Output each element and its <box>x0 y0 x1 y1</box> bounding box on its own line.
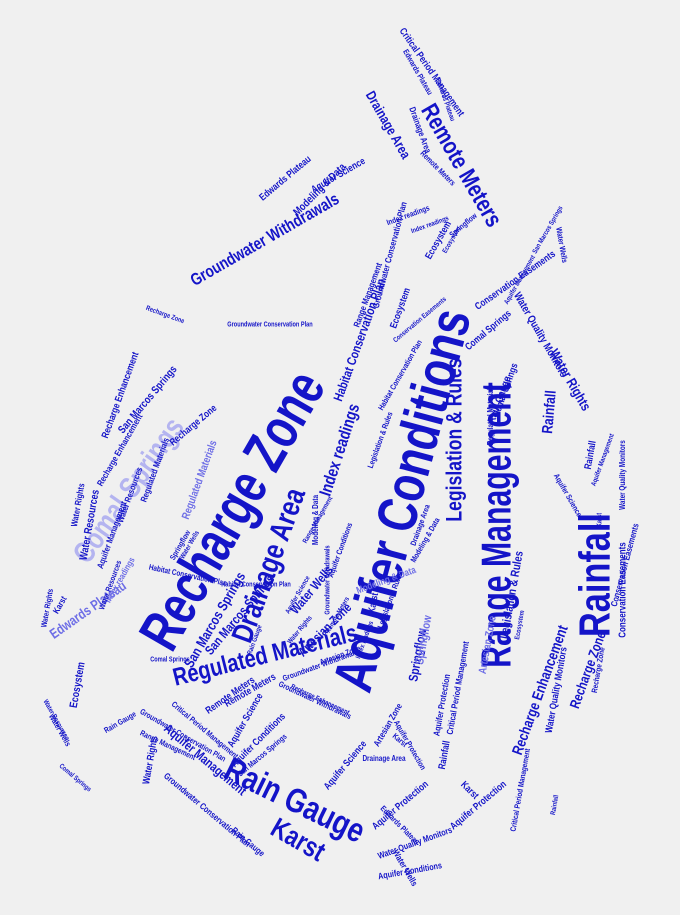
word-legislation-rules: Legislation & Rules <box>443 358 467 521</box>
word-rainfall: Rainfall <box>436 740 452 770</box>
word-conservation-easements: Conservation Easements <box>616 542 627 638</box>
word-groundwater-withdrawals: Groundwater Withdrawals <box>324 545 332 615</box>
word-drainage-area: Drainage Area <box>362 753 406 763</box>
word-habitat-conservation-plan: Habitat Conservation Plan <box>221 581 291 589</box>
word-regulated-materials: Regulated Materials <box>485 385 495 445</box>
word-rainfall: Rainfall <box>539 390 559 435</box>
word-modeling-data: Modeling & Data <box>310 494 320 545</box>
word-comal-springs: Comal Springs <box>150 656 190 664</box>
word-rainfall: Rainfall <box>582 440 598 470</box>
word-rainfall: Rainfall <box>549 794 560 815</box>
word-water-quality-monitors: Water Quality Monitors <box>617 440 627 510</box>
word-karst: Karst <box>596 512 604 527</box>
word-groundwater-conservation-plan: Groundwater Conservation Plan <box>227 321 313 329</box>
word-karst: Karst <box>366 592 380 614</box>
word-rainfall: Rainfall <box>570 513 619 637</box>
word-range-management: Range Management <box>472 382 519 668</box>
